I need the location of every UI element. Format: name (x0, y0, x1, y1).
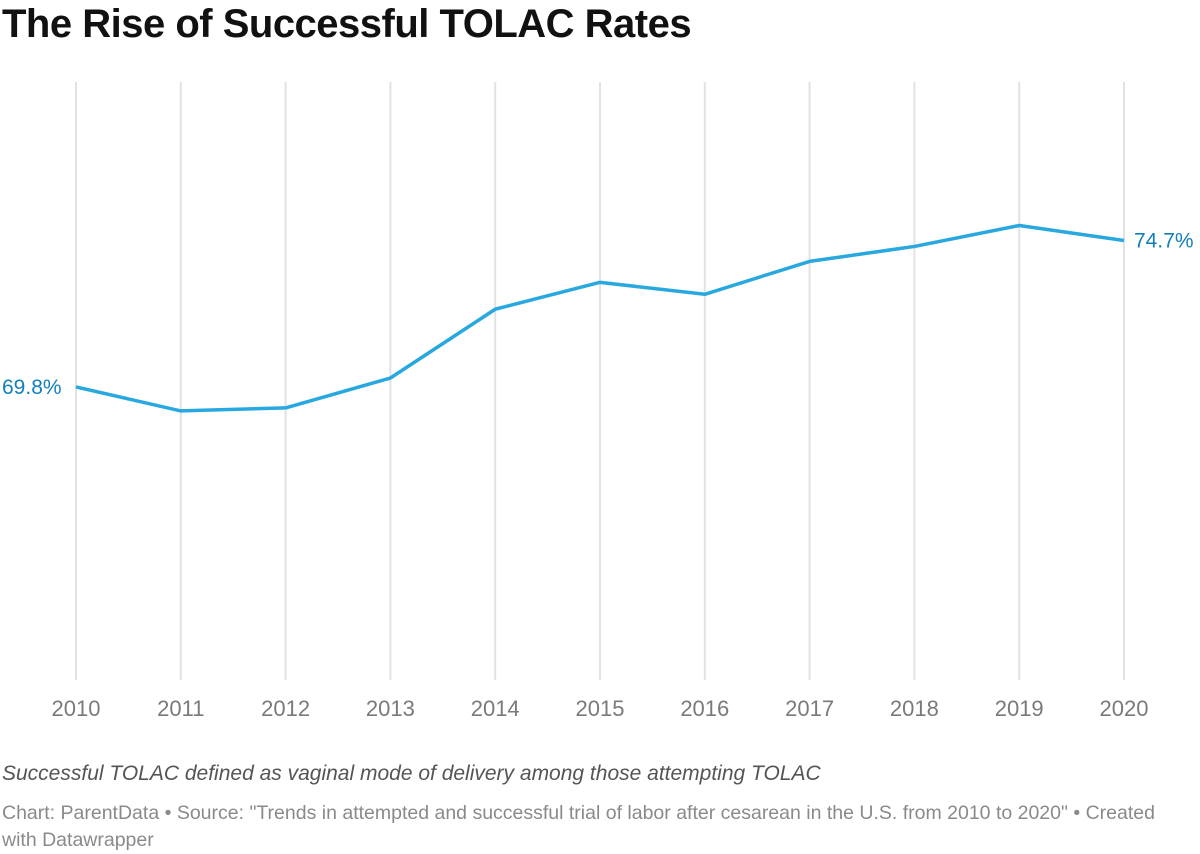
x-tick-label: 2016 (680, 696, 729, 721)
chart-notes: Successful TOLAC defined as vaginal mode… (2, 762, 821, 785)
x-tick-label: 2010 (52, 696, 101, 721)
chart-source: Chart: ParentData • Source: "Trends in a… (2, 802, 1155, 851)
x-tick-label: 2012 (261, 696, 310, 721)
x-tick-label: 2013 (366, 696, 415, 721)
chart-title: The Rise of Successful TOLAC Rates (2, 2, 692, 46)
series-line (75, 223, 1125, 413)
x-tick-label: 2020 (1100, 696, 1149, 721)
line-chart: 2010 2011 2012 2013 2014 2015 2016 2017 2018 2019… (2, 82, 1194, 721)
x-tick-label: 2019 (995, 696, 1044, 721)
x-tick-label: 2017 (785, 696, 834, 721)
x-tick-label: 2011 (157, 696, 204, 721)
x-tick-label: 2015 (576, 696, 625, 721)
x-tick-label: 2018 (890, 696, 939, 721)
data-label-first: 69.8% (2, 376, 62, 399)
x-tick-label: 2014 (471, 696, 520, 721)
data-label-last: 74.7% (1134, 229, 1194, 252)
